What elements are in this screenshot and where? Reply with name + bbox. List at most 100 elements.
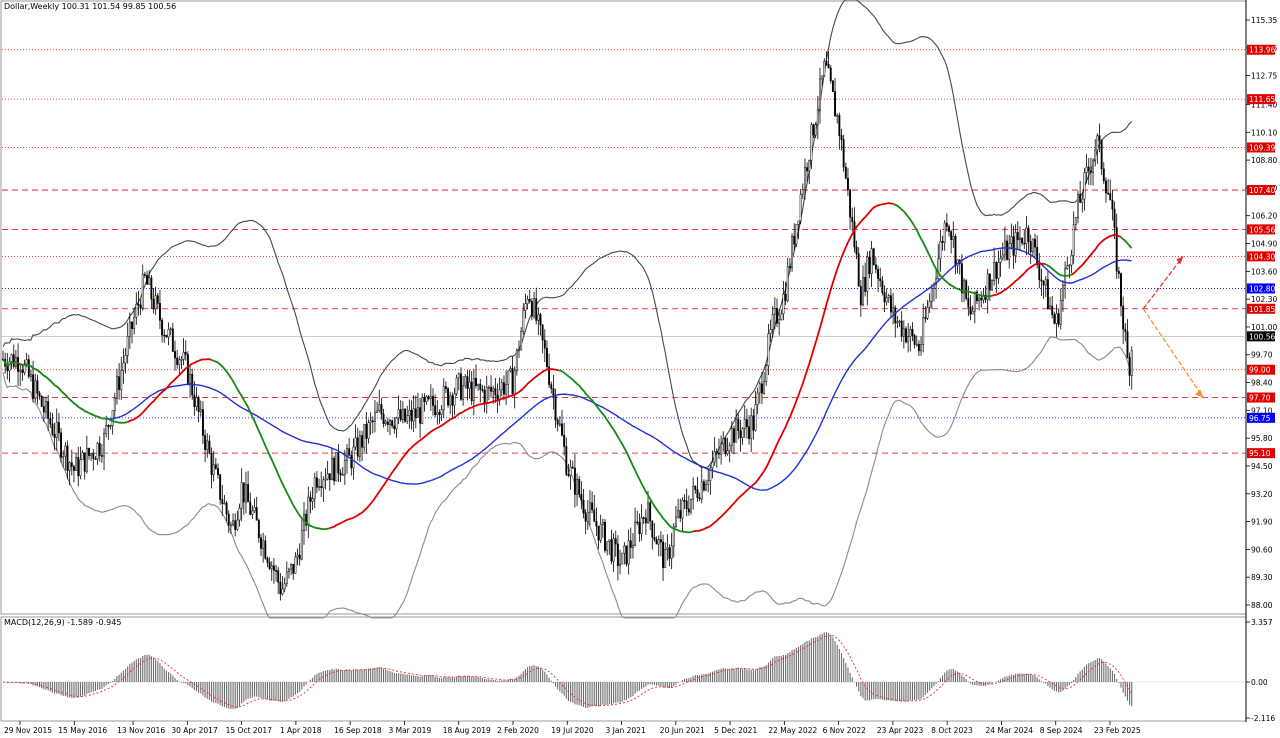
candle-body-354 bbox=[763, 381, 766, 394]
candle-body-360 bbox=[776, 308, 778, 324]
price-tick-label-10: 102.30 bbox=[1251, 295, 1277, 304]
candle-body-184 bbox=[397, 409, 400, 419]
candle-body-131 bbox=[283, 583, 286, 590]
candle-body-186 bbox=[401, 408, 404, 421]
candle-body-324 bbox=[698, 497, 701, 500]
candle-body-310 bbox=[668, 547, 671, 559]
level-label-1: 111.65 bbox=[1249, 95, 1275, 104]
bollinger-bands bbox=[2, 0, 1133, 619]
candle-body-99 bbox=[214, 464, 217, 469]
candle-body-214 bbox=[462, 385, 465, 400]
candle-body-202 bbox=[436, 412, 439, 415]
level-label-6: 102.80 bbox=[1249, 284, 1275, 293]
candle-body-483 bbox=[1040, 279, 1043, 282]
price-tick-label-4: 110.10 bbox=[1251, 128, 1277, 137]
level-label-0: 113.96 bbox=[1249, 46, 1275, 55]
candle-body-333 bbox=[718, 452, 720, 455]
candle-body-299 bbox=[644, 517, 647, 524]
candle-body-450 bbox=[969, 306, 972, 315]
candle-body-328 bbox=[707, 480, 710, 485]
candle-body-379 bbox=[816, 109, 819, 126]
candle-body-419 bbox=[902, 328, 905, 337]
candle-body-430 bbox=[926, 307, 929, 319]
candle-body-370 bbox=[797, 220, 800, 225]
candle-body-30 bbox=[66, 445, 69, 471]
level-label-4: 105.56 bbox=[1249, 225, 1275, 234]
candle-body-62 bbox=[135, 303, 138, 318]
candle-body-251 bbox=[541, 324, 544, 341]
ma-segment-4 bbox=[211, 359, 330, 531]
candle-body-313 bbox=[675, 516, 677, 527]
candle-body-95 bbox=[206, 440, 209, 451]
candle-body-451 bbox=[971, 310, 974, 315]
candle-body-400 bbox=[862, 277, 864, 306]
candle-body-416 bbox=[896, 321, 899, 324]
date-label-15: 6 Nov 2022 bbox=[823, 726, 866, 735]
level-label-3: 107.40 bbox=[1249, 186, 1275, 195]
candle-body-120 bbox=[260, 537, 262, 549]
candle-body-351 bbox=[756, 392, 759, 405]
candle-body-289 bbox=[623, 545, 626, 554]
candle-body-513 bbox=[1105, 180, 1107, 194]
level-label-2: 109.39 bbox=[1249, 143, 1275, 152]
candle-body-82 bbox=[178, 359, 181, 365]
candle-body-412 bbox=[887, 295, 890, 298]
candle-body-128 bbox=[277, 570, 280, 583]
candle-body-277 bbox=[597, 525, 600, 541]
candle-body-522 bbox=[1124, 328, 1127, 332]
candle-body-129 bbox=[279, 581, 282, 595]
candle-body-303 bbox=[653, 536, 656, 540]
candle-body-365 bbox=[786, 266, 789, 301]
candle-body-275 bbox=[593, 509, 596, 522]
candle-body-341 bbox=[735, 418, 738, 443]
candle-body-316 bbox=[681, 500, 684, 519]
candle-body-155 bbox=[335, 452, 338, 482]
candle-body-349 bbox=[752, 415, 755, 431]
candle-body-394 bbox=[849, 189, 852, 218]
candle-body-322 bbox=[694, 485, 697, 490]
candle-body-72 bbox=[156, 295, 159, 304]
levels-layer bbox=[2, 49, 1246, 454]
candle-body-364 bbox=[784, 293, 787, 301]
candle-body-442 bbox=[952, 236, 955, 240]
candle-body-231 bbox=[498, 389, 501, 400]
candle-body-311 bbox=[670, 545, 673, 559]
candle-body-489 bbox=[1053, 314, 1056, 324]
candle-body-53 bbox=[116, 376, 118, 399]
candle-body-83 bbox=[180, 359, 183, 361]
candle-body-189 bbox=[408, 409, 411, 416]
candle-body-369 bbox=[795, 224, 798, 245]
candle-body-75 bbox=[163, 334, 166, 337]
candle-body-57 bbox=[124, 355, 127, 364]
level-label-7: 101.85 bbox=[1249, 305, 1275, 314]
candle-body-193 bbox=[417, 407, 419, 418]
bollinger-upper bbox=[2, 0, 1133, 469]
candle-body-112 bbox=[242, 482, 245, 503]
candle-body-45 bbox=[98, 443, 101, 456]
candle-body-233 bbox=[503, 382, 505, 395]
candle-body-66 bbox=[143, 274, 146, 276]
candle-body-514 bbox=[1107, 192, 1110, 195]
candle-body-292 bbox=[629, 540, 632, 548]
candle-body-285 bbox=[614, 538, 617, 545]
candle-body-15 bbox=[34, 380, 37, 399]
candle-body-361 bbox=[778, 319, 781, 324]
candle-body-90 bbox=[195, 397, 198, 407]
candle-body-44 bbox=[96, 443, 99, 460]
price-tick-label-3: 111.40 bbox=[1251, 100, 1277, 109]
candle-body-198 bbox=[427, 396, 430, 400]
candle-body-229 bbox=[494, 388, 497, 396]
candle-body-423 bbox=[911, 328, 914, 336]
candle-body-282 bbox=[608, 539, 611, 542]
level-badge-2 bbox=[1247, 142, 1275, 153]
candle-body-355 bbox=[765, 365, 768, 383]
candle-body-498 bbox=[1072, 224, 1075, 256]
candle-body-518 bbox=[1115, 227, 1118, 272]
candle-body-226 bbox=[487, 386, 490, 389]
candle-body-200 bbox=[432, 396, 434, 406]
candle-body-252 bbox=[543, 339, 546, 349]
candle-body-517 bbox=[1113, 208, 1116, 228]
candle-body-140 bbox=[303, 513, 305, 532]
candle-body-410 bbox=[883, 292, 886, 303]
candle-body-216 bbox=[466, 376, 469, 389]
